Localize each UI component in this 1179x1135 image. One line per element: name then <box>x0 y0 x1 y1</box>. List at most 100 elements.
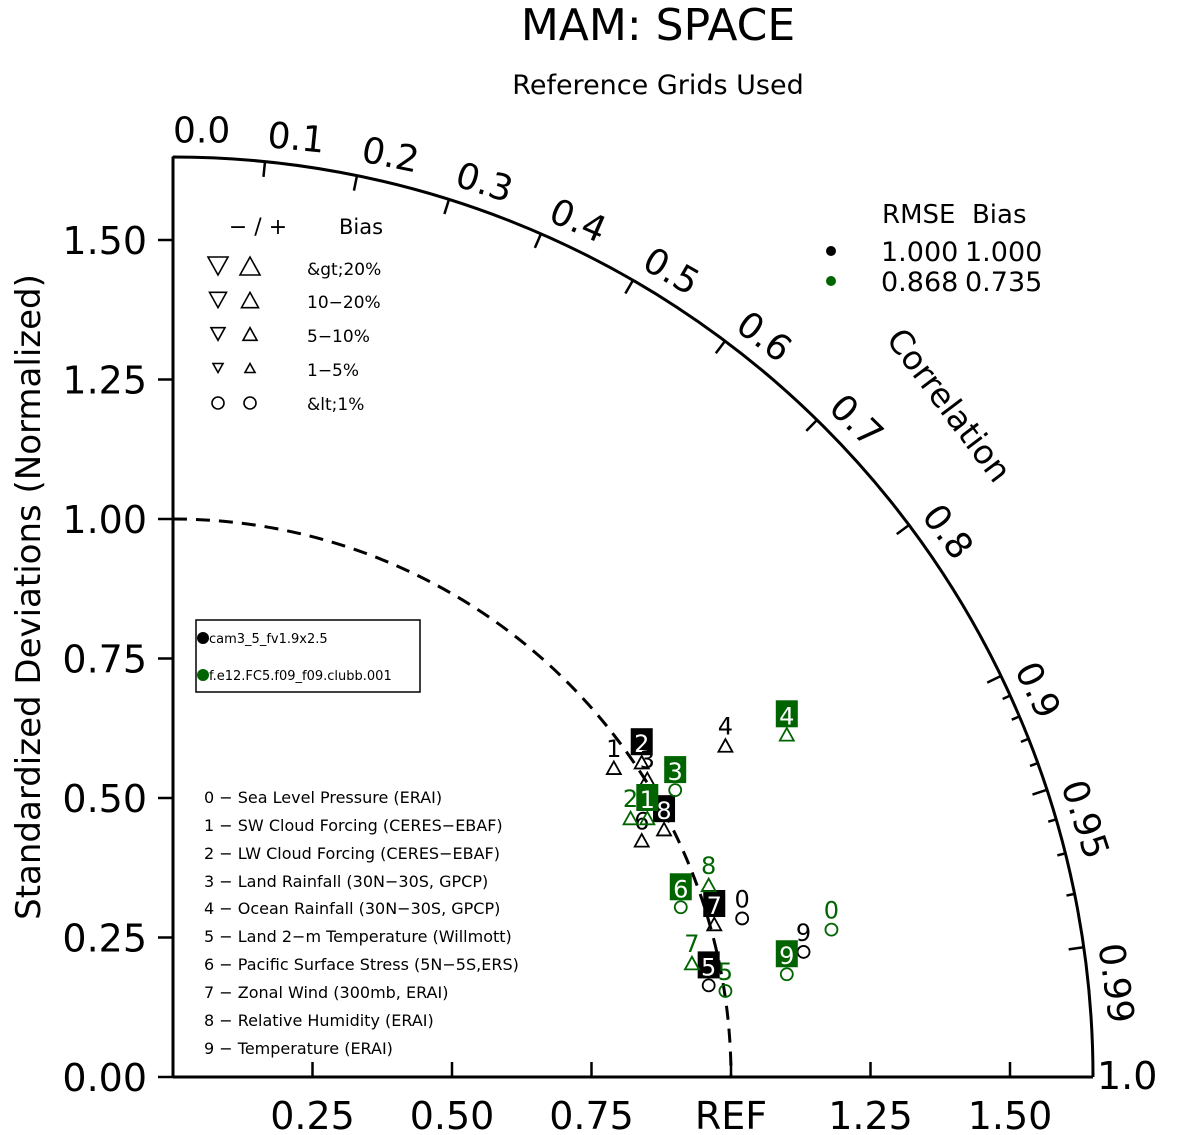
point-marker-s0-2 <box>633 754 651 770</box>
bias-legend-up-triangle-3 <box>243 361 257 374</box>
point-marker-s1-2 <box>622 809 640 826</box>
point-s0-2: 2 <box>630 728 653 770</box>
corr-tick-label-7: 0.7 <box>821 387 891 456</box>
point-marker-s0-6 <box>633 832 651 848</box>
y-tick-label-2: 0.50 <box>62 777 147 821</box>
point-s1-7: 7 <box>683 930 701 971</box>
case-legend: cam3_5_fv1.9x2.5 f.e12.FC5.f09_f09.clubb… <box>195 619 421 693</box>
corr-tick-3 <box>443 198 451 215</box>
point-label-s1-1: 1 <box>640 786 655 814</box>
bias-legend-row-4: &lt;1% <box>307 395 364 415</box>
bias-legend-row-3: 1−5% <box>307 361 359 381</box>
stats-legend-header: RMSE Bias <box>882 200 1027 230</box>
point-s0-9: 9 <box>796 919 811 959</box>
corr-minor-tick-4 <box>1047 818 1058 823</box>
corr-tick-label-0: 0.0 <box>173 110 230 151</box>
point-marker-s0-4 <box>716 737 734 753</box>
stats-legend-rmse-1: 0.868 <box>881 267 958 298</box>
corr-tick-6 <box>714 339 727 354</box>
point-marker-s1-1 <box>638 809 656 826</box>
corr-minor-tick-5 <box>1057 851 1067 857</box>
point-label-s0-8: 8 <box>656 797 671 825</box>
point-label-s1-9: 9 <box>779 942 794 970</box>
point-marker-s0-7 <box>705 915 723 932</box>
x-tick-label-4: 1.25 <box>828 1094 913 1135</box>
point-box-s1-3 <box>664 756 687 784</box>
stats-legend: RMSE Bias 1.000 1.000 0.868 0.735 <box>826 200 1042 298</box>
variable-item-9: 9 − Temperature (ERAI) <box>204 1039 393 1058</box>
point-s1-2: 2 <box>622 785 640 826</box>
case-legend-dot-0 <box>197 632 209 644</box>
point-label-s0-5: 5 <box>701 953 716 981</box>
bias-legend-up-triangle-1 <box>240 290 260 309</box>
y-axis-label: Standardized Deviations (Normalized) <box>9 274 49 920</box>
correlation-label: Correlation <box>879 321 1020 490</box>
variable-item-6: 6 − Pacific Surface Stress (5N−5S,ERS) <box>204 955 519 974</box>
point-label-s1-5: 5 <box>718 958 733 986</box>
variable-item-3: 3 − Land Rainfall (30N−30S, GPCP) <box>204 872 488 891</box>
x-tick-label-5: 1.50 <box>968 1094 1053 1135</box>
bias-legend: − / + Bias &gt;20% 10−20% 5−10% 1−5% &lt… <box>206 215 383 415</box>
point-s1-6: 6 <box>669 873 692 915</box>
y-tick-label-5: 1.25 <box>62 359 147 403</box>
variable-item-5: 5 − Land 2−m Temperature (Willmott) <box>204 927 512 946</box>
bias-legend-down-triangle-1 <box>208 291 228 310</box>
case-legend-dot-1 <box>197 669 209 681</box>
stats-legend-dot-1 <box>826 276 836 286</box>
point-s0-7: 7 <box>703 890 726 932</box>
point-marker-s1-3 <box>668 783 683 797</box>
corr-minor-tick-3 <box>1029 761 1039 768</box>
bias-legend-down-triangle-2 <box>209 326 227 342</box>
point-box-s1-4 <box>775 700 798 728</box>
case-legend-label-1: f.e12.FC5.f09_f09.clubb.001 <box>209 669 392 684</box>
x-tick-label-2: 0.75 <box>549 1094 634 1135</box>
point-marker-s1-7 <box>683 954 701 971</box>
point-marker-s1-9 <box>779 967 794 982</box>
point-s1-9: 9 <box>775 940 798 982</box>
corr-tick-11 <box>1068 945 1085 951</box>
corr-tick-label-1: 0.1 <box>266 115 327 162</box>
bias-legend-down-triangle-3 <box>211 362 225 375</box>
y-tick-label-1: 0.25 <box>62 917 147 961</box>
variable-item-2: 2 − LW Cloud Forcing (CERES−EBAF) <box>204 844 500 863</box>
case-legend-label-0: cam3_5_fv1.9x2.5 <box>209 632 328 647</box>
variable-item-0: 0 − Sea Level Pressure (ERAI) <box>204 788 442 807</box>
point-label-s1-6: 6 <box>673 875 688 903</box>
bias-legend-row-2: 5−10% <box>307 327 370 347</box>
point-box-s0-7 <box>703 890 726 918</box>
bias-legend-circle-plus <box>243 396 257 410</box>
x-tick-label-3: REF <box>695 1094 767 1135</box>
stats-legend-dot-0 <box>826 246 836 256</box>
point-box-s0-2 <box>630 728 653 756</box>
ref-arc <box>172 517 733 1078</box>
point-label-s0-1: 1 <box>606 735 621 763</box>
corr-tick-label-1.0: 1.0 <box>1097 1054 1157 1098</box>
point-s1-0: 0 <box>824 897 839 937</box>
point-label-s0-0: 0 <box>735 885 750 913</box>
variable-item-7: 7 − Zonal Wind (300mb, ERAI) <box>204 983 448 1002</box>
corr-tick-10 <box>1032 788 1049 796</box>
stats-legend-bias-1: 0.735 <box>965 267 1042 298</box>
bias-legend-circle-minus <box>211 396 225 410</box>
case-legend-box <box>195 619 421 693</box>
point-s0-5: 5 <box>697 951 720 993</box>
point-label-s1-4: 4 <box>779 702 794 730</box>
stats-legend-bias-0: 1.000 <box>965 237 1042 268</box>
corr-tick-7 <box>805 418 819 432</box>
point-s0-1: 1 <box>605 735 623 775</box>
point-label-s0-7: 7 <box>707 892 722 920</box>
point-s1-5: 5 <box>718 958 733 998</box>
point-s1-1: 1 <box>636 784 659 826</box>
point-marker-s1-8 <box>700 876 718 893</box>
point-label-s1-3: 3 <box>668 758 683 786</box>
corr-tick-label-4: 0.4 <box>543 191 612 251</box>
point-s1-8: 8 <box>700 852 718 893</box>
point-s0-3: 3 <box>638 746 656 787</box>
corr-minor-tick-6 <box>1066 892 1076 897</box>
y-tick-label-0: 0.00 <box>62 1056 147 1100</box>
variable-item-4: 4 − Ocean Rainfall (30N−30S, GPCP) <box>204 899 500 918</box>
corr-tick-1 <box>262 160 267 177</box>
variable-list: 0 − Sea Level Pressure (ERAI) 1 − SW Clo… <box>204 788 519 1058</box>
stats-legend-rmse-0: 1.000 <box>881 237 958 268</box>
point-marker-s0-5 <box>701 978 716 993</box>
